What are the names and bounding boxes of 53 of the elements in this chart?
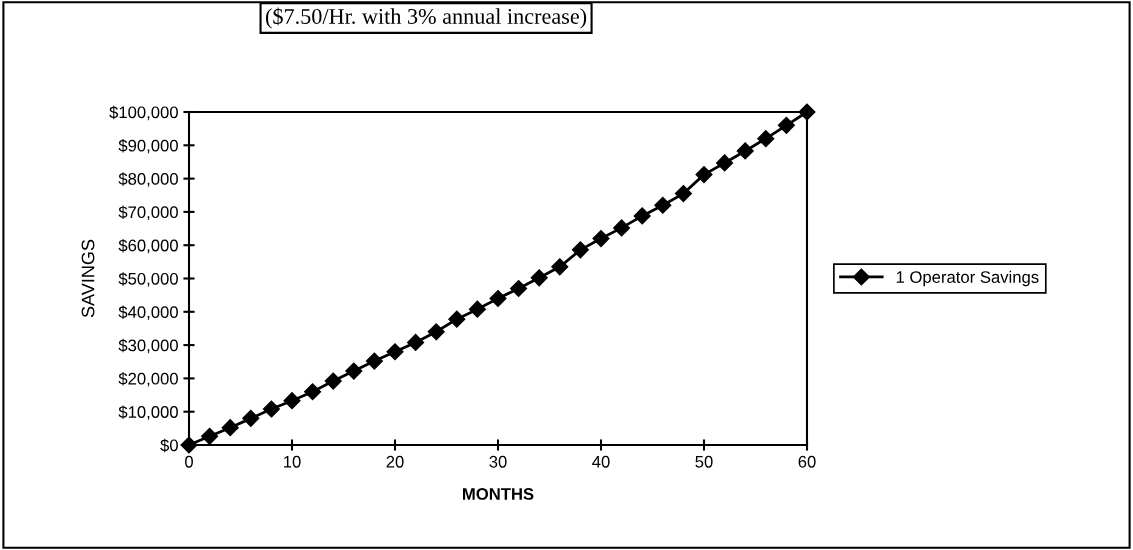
y-tick-label: $100,000 <box>109 105 178 121</box>
y-tick-label: $0 <box>160 438 178 453</box>
point <box>427 323 445 341</box>
point <box>530 269 548 287</box>
point <box>674 185 692 203</box>
y-tick-label: $50,000 <box>118 272 178 287</box>
y-tick-label: $60,000 <box>118 238 178 254</box>
point <box>510 279 528 298</box>
point <box>201 427 219 445</box>
x-tick-label: 20 <box>386 455 404 468</box>
y-tick-label: $70,000 <box>118 205 178 221</box>
y-tick-label: $80,000 <box>118 172 178 187</box>
x-axis-title: MONTHS <box>463 488 534 500</box>
point <box>407 333 425 351</box>
y-axis-title: SAVINGS <box>81 239 95 318</box>
point <box>551 258 569 276</box>
x-tick-label: 10 <box>284 455 301 468</box>
point <box>798 103 816 121</box>
point <box>757 130 775 148</box>
x-tick-label: 40 <box>592 455 610 468</box>
y-tick-label: $40,000 <box>118 305 178 320</box>
point <box>571 241 589 259</box>
legend-label: 1 Operator Savings <box>896 270 1039 287</box>
point <box>304 383 322 401</box>
x-tick-label: 60 <box>798 455 816 468</box>
point <box>716 154 734 172</box>
point <box>365 352 383 370</box>
y-tick-label: $90,000 <box>118 139 178 154</box>
point <box>736 142 754 160</box>
y-tick-label: $20,000 <box>118 372 178 387</box>
point <box>283 392 301 410</box>
point <box>468 300 486 318</box>
point <box>345 362 363 380</box>
point <box>262 400 280 418</box>
point <box>489 289 507 308</box>
point <box>695 166 713 184</box>
point <box>633 207 651 225</box>
point <box>654 196 672 214</box>
point <box>324 372 342 390</box>
y-tick-label: $10,000 <box>118 405 178 420</box>
y-tick-label: $30,000 <box>118 338 178 354</box>
point <box>592 229 610 248</box>
point <box>221 419 239 437</box>
x-tick-label: 0 <box>185 455 193 468</box>
chart-title: ($7.50/Hr. with 3% annual increase) <box>265 7 587 29</box>
x-tick-label: 30 <box>489 455 507 468</box>
point <box>448 310 466 328</box>
point <box>777 116 795 134</box>
point <box>242 409 260 427</box>
point <box>386 343 404 361</box>
x-tick-label: 50 <box>695 455 713 468</box>
point <box>180 436 198 454</box>
point <box>613 219 631 237</box>
